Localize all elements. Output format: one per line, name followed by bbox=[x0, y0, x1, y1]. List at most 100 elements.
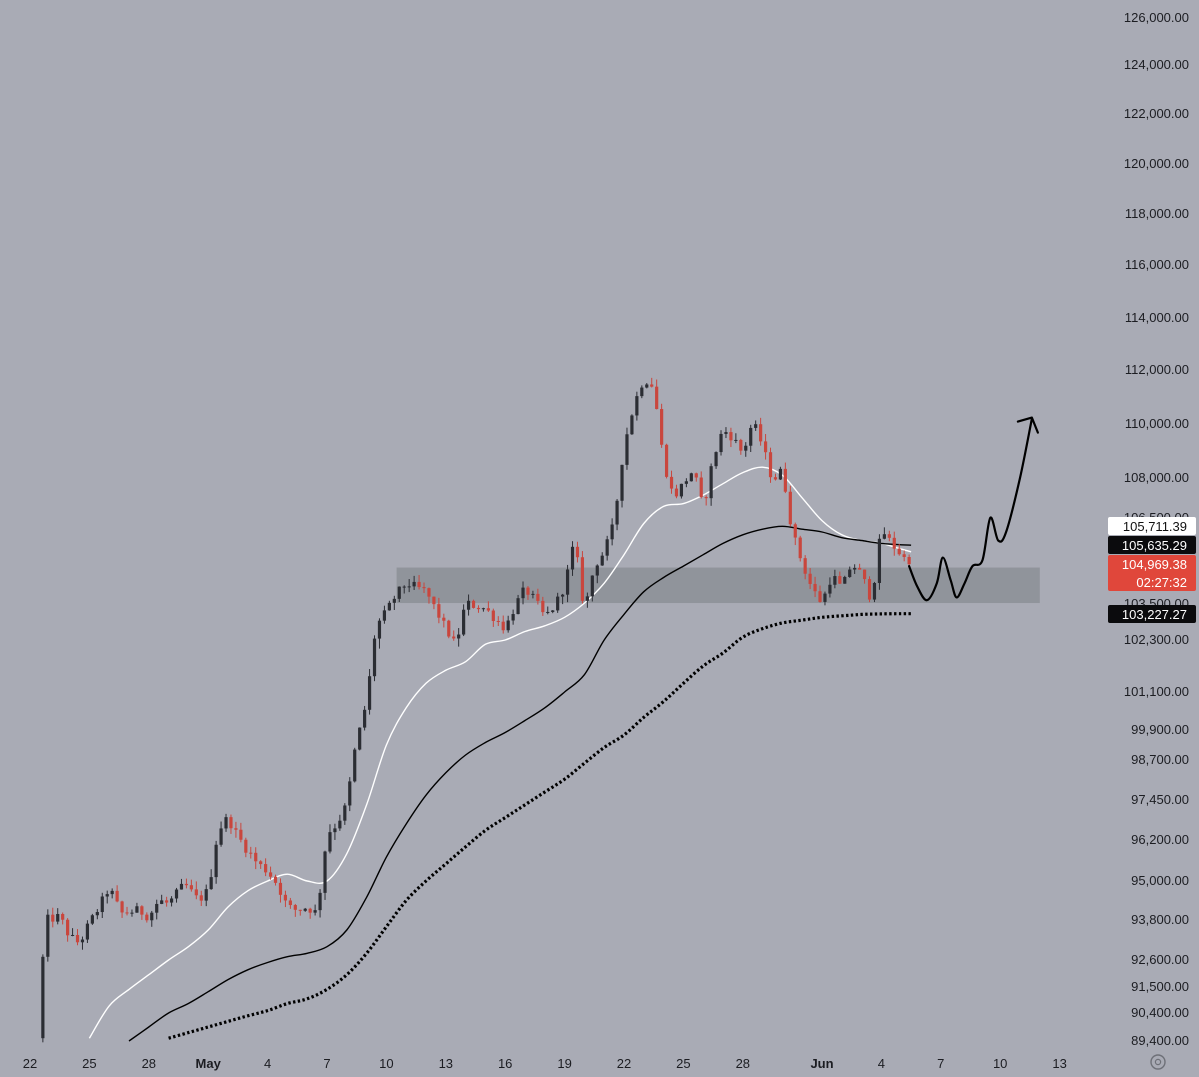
candle-body[interactable] bbox=[531, 593, 535, 595]
candle-body[interactable] bbox=[412, 581, 416, 587]
candle-body[interactable] bbox=[882, 534, 886, 539]
candle-body[interactable] bbox=[491, 610, 495, 621]
settings-gear-icon[interactable] bbox=[1150, 1054, 1166, 1070]
candle-body[interactable] bbox=[387, 602, 391, 611]
candle-body[interactable] bbox=[278, 882, 283, 895]
candle-body[interactable] bbox=[313, 910, 317, 913]
candle-body[interactable] bbox=[283, 894, 288, 901]
candle-body[interactable] bbox=[526, 587, 530, 595]
candle-body[interactable] bbox=[56, 914, 60, 922]
candle-body[interactable] bbox=[199, 895, 203, 901]
candle-body[interactable] bbox=[66, 919, 70, 936]
candle-body[interactable] bbox=[90, 915, 94, 924]
candle-body[interactable] bbox=[763, 441, 768, 453]
candle-body[interactable] bbox=[293, 905, 297, 910]
candle-body[interactable] bbox=[749, 427, 753, 446]
candle-body[interactable] bbox=[437, 604, 441, 618]
candle-body[interactable] bbox=[635, 396, 639, 416]
candle-body[interactable] bbox=[734, 439, 738, 441]
candle-body[interactable] bbox=[773, 477, 778, 480]
candle-body[interactable] bbox=[219, 828, 223, 845]
candle-body[interactable] bbox=[595, 565, 599, 576]
candle-body[interactable] bbox=[61, 914, 65, 920]
candle-body[interactable] bbox=[249, 852, 253, 854]
candle-body[interactable] bbox=[902, 554, 906, 558]
candle-body[interactable] bbox=[165, 900, 169, 903]
candle-body[interactable] bbox=[179, 883, 184, 890]
candle-body[interactable] bbox=[194, 889, 198, 896]
candle-body[interactable] bbox=[754, 424, 758, 428]
candle-body[interactable] bbox=[813, 583, 817, 592]
candle-body[interactable] bbox=[75, 934, 80, 943]
candle-body[interactable] bbox=[160, 900, 164, 904]
candle-body[interactable] bbox=[422, 587, 426, 589]
candle-body[interactable] bbox=[353, 749, 357, 782]
candle-body[interactable] bbox=[744, 445, 748, 451]
candle-body[interactable] bbox=[511, 614, 515, 621]
candle-body[interactable] bbox=[501, 621, 505, 631]
candle-body[interactable] bbox=[303, 908, 307, 911]
candle-body[interactable] bbox=[358, 727, 362, 750]
candle-body[interactable] bbox=[892, 537, 896, 549]
candle-body[interactable] bbox=[377, 620, 382, 639]
candle-body[interactable] bbox=[838, 576, 842, 584]
candle-body[interactable] bbox=[897, 548, 901, 555]
candle-body[interactable] bbox=[259, 861, 263, 865]
candle-body[interactable] bbox=[679, 483, 684, 497]
candle-body[interactable] bbox=[625, 434, 629, 465]
ma-slow-dotted-line[interactable] bbox=[168, 612, 912, 1040]
candle-body[interactable] bbox=[570, 546, 575, 570]
candle-body[interactable] bbox=[615, 500, 619, 525]
candle-body[interactable] bbox=[115, 890, 119, 902]
candle-body[interactable] bbox=[481, 608, 486, 610]
candle-body[interactable] bbox=[541, 600, 545, 613]
candle-body[interactable] bbox=[872, 582, 877, 600]
candle-body[interactable] bbox=[877, 538, 882, 583]
candle-body[interactable] bbox=[848, 569, 852, 577]
candle-body[interactable] bbox=[189, 885, 193, 890]
ma-fast-line[interactable] bbox=[88, 466, 912, 1039]
candle-body[interactable] bbox=[719, 433, 723, 453]
candle-body[interactable] bbox=[640, 387, 644, 397]
candle-body[interactable] bbox=[803, 558, 807, 574]
candle-body[interactable] bbox=[516, 598, 520, 615]
candle-body[interactable] bbox=[407, 586, 411, 588]
candle-body[interactable] bbox=[308, 908, 312, 913]
candle-body[interactable] bbox=[605, 539, 609, 556]
candle-body[interactable] bbox=[204, 889, 208, 901]
candle-body[interactable] bbox=[150, 912, 154, 921]
candle-body[interactable] bbox=[565, 569, 570, 595]
candle-body[interactable] bbox=[457, 634, 461, 639]
candle-body[interactable] bbox=[224, 817, 228, 829]
ma-mid-line[interactable] bbox=[128, 525, 912, 1042]
candle-body[interactable] bbox=[867, 579, 872, 600]
candle-body[interactable] bbox=[600, 555, 604, 566]
candle-body[interactable] bbox=[768, 452, 773, 478]
candle-body[interactable] bbox=[783, 468, 787, 492]
candle-body[interactable] bbox=[46, 914, 50, 957]
candle-body[interactable] bbox=[214, 844, 218, 878]
candle-body[interactable] bbox=[476, 607, 481, 610]
candle-body[interactable] bbox=[506, 620, 510, 631]
candle-body[interactable] bbox=[858, 567, 862, 570]
candle-body[interactable] bbox=[823, 593, 827, 602]
candle-body[interactable] bbox=[778, 468, 783, 480]
candle-body[interactable] bbox=[348, 781, 352, 806]
candle-body[interactable] bbox=[694, 473, 698, 478]
price-axis[interactable]: 126,000.00 124,000.00 122,000.00 120,000.00… bbox=[1124, 10, 1189, 1048]
candle-body[interactable] bbox=[536, 593, 540, 601]
candle-body[interactable] bbox=[417, 581, 421, 588]
candle-body[interactable] bbox=[496, 620, 500, 622]
candle-body[interactable] bbox=[466, 600, 471, 610]
candle-body[interactable] bbox=[323, 851, 327, 893]
candle-body[interactable] bbox=[521, 587, 525, 599]
candle-body[interactable] bbox=[561, 594, 565, 597]
candle-body[interactable] bbox=[244, 839, 248, 853]
candle-body[interactable] bbox=[382, 610, 387, 621]
candle-body[interactable] bbox=[41, 956, 45, 1039]
candle-body[interactable] bbox=[660, 409, 664, 445]
projection-line[interactable] bbox=[908, 417, 1033, 602]
candle-body[interactable] bbox=[268, 872, 273, 877]
candle-body[interactable] bbox=[759, 424, 763, 442]
candle-body[interactable] bbox=[788, 491, 792, 525]
